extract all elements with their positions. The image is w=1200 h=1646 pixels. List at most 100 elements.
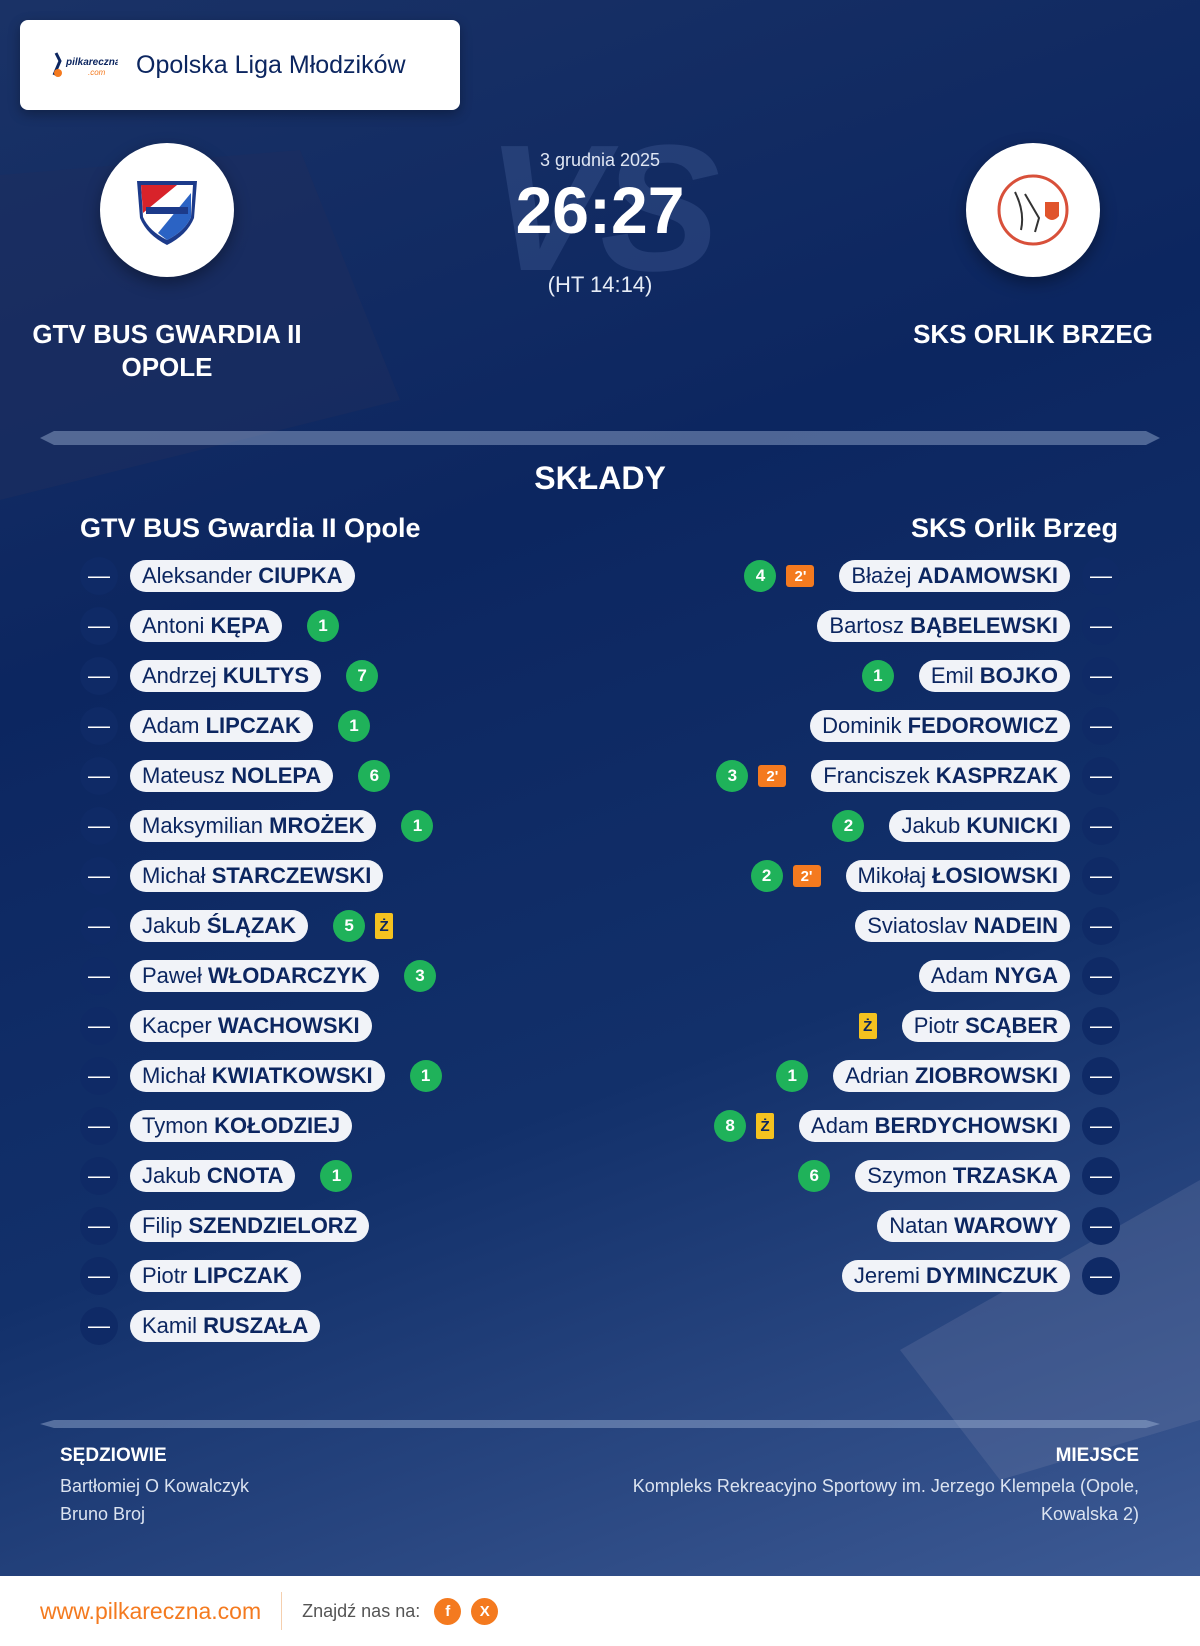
player-first-name: Jeremi: [853, 1263, 920, 1288]
player-first-name: Mikołaj: [857, 863, 926, 888]
player-number: —: [80, 707, 118, 745]
find-us-label: Znajdź nas na:: [302, 1600, 421, 1621]
player-number: —: [80, 907, 118, 945]
player-last-name: FEDOROWICZ: [907, 713, 1058, 738]
player-row: 1 Emil BOJKO —: [861, 656, 1120, 696]
player-name: Adrian ZIOBROWSKI: [833, 1060, 1070, 1092]
player-name: Jakub CNOTA: [130, 1160, 296, 1192]
player-events: 1: [337, 710, 370, 742]
player-name: Maksymilian MROŻEK: [130, 810, 377, 842]
player-name: Dominik FEDOROWICZ: [810, 710, 1070, 742]
player-events: 1: [861, 660, 894, 692]
player-row: — Jakub ŚLĄZAK 5 Ż: [80, 906, 394, 946]
player-row: — Michał KWIATKOWSKI 1: [80, 1056, 442, 1096]
player-row: — Antoni KĘPA 1: [80, 606, 340, 646]
player-last-name: ŁOSIOWSKI: [932, 863, 1058, 888]
player-number: —: [80, 557, 118, 595]
player-row: — Adam LIPCZAK 1: [80, 706, 370, 746]
player-last-name: NADEIN: [973, 913, 1058, 938]
player-row: — Michał STARCZEWSKI: [80, 856, 408, 896]
match-date: 3 grudnia 2025: [539, 150, 661, 170]
player-number: —: [80, 607, 118, 645]
player-first-name: Aleksander: [142, 563, 253, 588]
player-last-name: BOJKO: [979, 663, 1058, 688]
referee-name: Bruno Broj: [60, 1504, 146, 1524]
away-team-name: SKS ORLIK BRZEG: [913, 319, 1153, 349]
goals-badge: 1: [401, 810, 434, 842]
player-number: —: [1082, 1257, 1120, 1295]
player-number: —: [1082, 957, 1120, 995]
player-number: —: [80, 807, 118, 845]
player-first-name: Dominik: [822, 713, 902, 738]
player-row: Bartosz BĄBELEWSKI —: [792, 606, 1120, 646]
player-last-name: KWIATKOWSKI: [211, 1063, 373, 1088]
player-first-name: Kamil: [142, 1313, 198, 1338]
player-first-name: Adam: [811, 1113, 869, 1138]
player-last-name: ŚLĄZAK: [206, 913, 297, 938]
goals-badge: 1: [409, 1060, 442, 1092]
player-number: —: [80, 1057, 118, 1095]
yellow-card-icon: Ż: [756, 1113, 775, 1139]
goals-badge: 1: [307, 610, 340, 642]
player-first-name: Szymon: [867, 1163, 947, 1188]
player-name: Michał KWIATKOWSKI: [130, 1060, 385, 1092]
player-number: —: [80, 957, 118, 995]
player-number: —: [1082, 907, 1120, 945]
player-first-name: Emil: [930, 663, 974, 688]
player-events: 7: [346, 660, 379, 692]
player-first-name: Jakub: [142, 1163, 201, 1188]
svg-text:pilkareczna: pilkareczna: [65, 57, 118, 68]
player-row: — Mateusz NOLEPA 6: [80, 756, 391, 796]
player-first-name: Błażej: [851, 563, 912, 588]
player-row: 2 2' Mikołaj ŁOSIOWSKI —: [750, 856, 1120, 896]
player-first-name: Franciszek: [823, 763, 930, 788]
player-number: —: [80, 657, 118, 695]
player-first-name: Piotr: [913, 1013, 959, 1038]
player-row: 3 2' Franciszek KASPRZAK —: [716, 756, 1120, 796]
player-events: 2: [832, 810, 865, 842]
player-events: 1: [307, 610, 340, 642]
player-events: 3: [403, 960, 436, 992]
player-row: 2 Jakub KUNICKI —: [832, 806, 1120, 846]
player-row: — Jakub CNOTA 1: [80, 1156, 353, 1196]
player-last-name: KĘPA: [210, 613, 271, 638]
player-first-name: Bartosz: [829, 613, 904, 638]
player-events: 1: [320, 1160, 353, 1192]
facebook-icon[interactable]: f: [434, 1597, 462, 1625]
player-events: 6: [358, 760, 391, 792]
x-icon[interactable]: X: [471, 1597, 499, 1625]
player-name: Paweł WŁODARCZYK: [130, 960, 379, 992]
player-number: —: [1082, 1007, 1120, 1045]
player-name: Mateusz NOLEPA: [130, 760, 334, 792]
player-number: —: [80, 1257, 118, 1295]
player-first-name: Kacper: [142, 1013, 212, 1038]
player-first-name: Piotr: [142, 1263, 188, 1288]
player-number: —: [1082, 657, 1120, 695]
player-last-name: STARCZEWSKI: [211, 863, 372, 888]
player-first-name: Adam: [142, 713, 200, 738]
player-first-name: Mateusz: [142, 763, 226, 788]
player-row: 1 Adrian ZIOBROWSKI —: [776, 1056, 1120, 1096]
goals-badge: 1: [320, 1160, 353, 1192]
player-last-name: SCĄBER: [965, 1013, 1058, 1038]
home-team-logo: [100, 143, 234, 277]
goals-badge: 3: [403, 960, 436, 992]
player-last-name: DYMINCZUK: [926, 1263, 1058, 1288]
player-row: Ż Piotr SCĄBER —: [858, 1006, 1120, 1046]
player-name: Kacper WACHOWSKI: [130, 1010, 372, 1042]
player-name: Jakub ŚLĄZAK: [130, 910, 309, 942]
divider: [40, 1420, 1160, 1428]
player-number: —: [1082, 557, 1120, 595]
player-row: Dominik FEDOROWICZ —: [785, 706, 1120, 746]
player-number: —: [80, 1307, 118, 1345]
player-number: —: [80, 1007, 118, 1045]
player-name: Jeremi DYMINCZUK: [841, 1260, 1070, 1292]
player-first-name: Filip: [142, 1213, 183, 1238]
player-row: Adam NYGA —: [894, 956, 1120, 996]
player-row: 8 Ż Adam BERDYCHOWSKI —: [714, 1106, 1120, 1146]
player-row: — Filip SZENDZIELORZ: [80, 1206, 394, 1246]
player-events: 4 2': [744, 560, 815, 592]
halftime-score: (HT 14:14): [547, 272, 653, 297]
website-link[interactable]: www.pilkareczna.com: [40, 1592, 283, 1630]
player-number: —: [1082, 707, 1120, 745]
